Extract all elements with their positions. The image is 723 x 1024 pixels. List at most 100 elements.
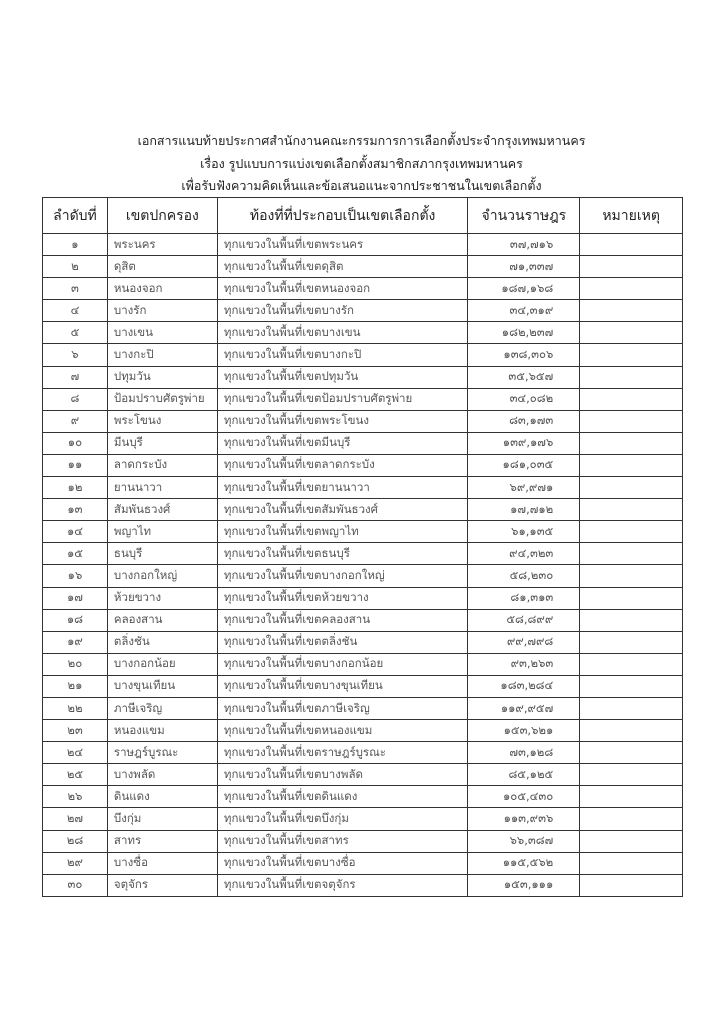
row-number: ๒๖ (42, 785, 108, 809)
table-row: ๙พระโขนง ทุกแขวงในพื้นที่เขตพระโขนง ๘๓,๑๗๓ (42, 409, 683, 433)
population-cell: ๙๓,๒๖๓ (467, 652, 581, 676)
note-cell (579, 542, 683, 566)
note-cell (579, 520, 683, 544)
col-header-population: จำนวนราษฎร (467, 197, 581, 234)
table-row: ๒๒ ภาษีเจริญ ทุกแขวงในพื้นที่เขตภาษีเจริญ๑… (42, 696, 683, 721)
note-cell (579, 763, 683, 787)
note-cell (579, 409, 683, 433)
population-cell: ๑๑๓,๙๓๖ (467, 807, 581, 831)
row-number: ๒๔ (42, 741, 108, 765)
area-cell: ทุกแขวงในพื้นที่เขตพระนคร (216, 232, 469, 257)
area-cell: ทุกแขวงในพื้นที่เขตพระโขนง (216, 409, 469, 433)
area-cell: ทุกแขวงในพื้นที่เขตปทุมวัน (216, 365, 469, 389)
area-cell: ทุกแขวงในพื้นที่เขตป้อมปราบศัตรูพ่าย (216, 387, 469, 411)
population-cell: ๗๓,๑๒๘ (467, 741, 581, 765)
note-cell (579, 387, 683, 411)
table-row: ๒๖ ดินแดง ทุกแขวงในพื้นที่เขตดินแดง ๑๐๕,๔๓๐ (42, 785, 683, 809)
table-row: ๒๓ หนองแขม ทุกแขวงในพื้นที่เขตหนองแขม ๑๕๓,๖… (42, 719, 683, 743)
note-cell (579, 719, 683, 743)
note-cell (579, 696, 683, 721)
area-cell: ทุกแขวงในพื้นที่เขตบางกอกใหญ่ (216, 564, 469, 588)
note-cell (579, 431, 683, 455)
table-row: ๓หนองจอก ทุกแขวงในพื้นที่เขตหนองจอก ๑๘๗,๑๖… (42, 277, 683, 301)
col-header-no: ลำดับที่ (42, 197, 108, 234)
population-cell: ๑๑๙,๙๕๗ (467, 696, 581, 721)
table-row: ๒ดุสิต ทุกแขวงในพื้นที่เขตดุสิต ๗๑,๓๓๗ (42, 255, 683, 279)
area-cell: ทุกแขวงในพื้นที่เขตบางพลัด (216, 763, 469, 787)
note-cell (579, 630, 683, 654)
row-number: ๘ (42, 387, 108, 411)
table-row: ๒๐ บางกอกน้อย ทุกแขวงในพื้นที่เขตบางกอกน้อ… (42, 652, 683, 676)
header-line-1: เอกสารแนบท้ายประกาศสำนักงานคณะกรรมการการ… (137, 133, 586, 148)
note-cell (579, 453, 683, 478)
area-cell: ทุกแขวงในพื้นที่เขตหนองแขม (216, 719, 469, 743)
row-number: ๖ (42, 343, 108, 367)
area-cell: ทุกแขวงในพื้นที่เขตห้วยขวาง (216, 586, 469, 610)
population-cell: ๓๔,๓๑๙ (467, 299, 581, 323)
table-row: ๑พระนคร ทุกแขวงในพื้นที่เขตพระนคร ๓๗,๗๑๖ (42, 232, 683, 257)
area-cell: ทุกแขวงในพื้นที่เขตหนองจอก (216, 277, 469, 301)
district-cell: ราษฎร์บูรณะ (106, 741, 218, 765)
table-row: ๒๔ ราษฎร์บูรณะ ทุกแขวงในพื้นที่เขตราษฎร์บู… (42, 741, 683, 765)
table-row: ๕บางเขน ทุกแขวงในพื้นที่เขตบางเขน ๑๘๒,๒๓๗ (42, 321, 683, 345)
population-cell: ๑๘๒,๒๓๗ (467, 321, 581, 345)
population-cell: ๙๔,๓๒๓ (467, 542, 581, 566)
population-cell: ๕๘,๘๙๙ (467, 608, 581, 632)
area-cell: ทุกแขวงในพื้นที่เขตคลองสาน (216, 608, 469, 632)
area-cell: ทุกแขวงในพื้นที่เขตสาทร (216, 829, 469, 853)
row-number: ๑ (42, 232, 108, 257)
row-number: ๒๗ (42, 807, 108, 831)
population-cell: ๑๗,๗๑๒ (467, 498, 581, 522)
row-number: ๓๐ (42, 873, 108, 897)
district-cell: ปทุมวัน (106, 365, 218, 389)
note-cell (579, 255, 683, 279)
area-cell: ทุกแขวงในพื้นที่เขตดุสิต (216, 255, 469, 279)
table-row: ๓๐ จตุจักร ทุกแขวงในพื้นที่เขตจตุจักร ๑๕๓,๑… (42, 873, 683, 897)
district-cell: ห้วยขวาง (106, 586, 218, 610)
note-cell (579, 343, 683, 367)
population-cell: ๑๓๘,๓๐๖ (467, 343, 581, 367)
district-cell: ลาดกระบัง (106, 453, 218, 478)
table-row: ๒๕ บางพลัด ทุกแขวงในพื้นที่เขตบางพลัด ๘๕,๑๒… (42, 763, 683, 787)
row-number: ๓ (42, 277, 108, 301)
row-number: ๗ (42, 365, 108, 389)
area-cell: ทุกแขวงในพื้นที่เขตราษฎร์บูรณะ (216, 741, 469, 765)
table-row: ๑๙ ตลิ่งชัน ทุกแขวงในพื้นที่เขตตลิ่งชัน ๙๙,… (42, 630, 683, 654)
district-cell: บางซื่อ (106, 851, 218, 875)
area-cell: ทุกแขวงในพื้นที่เขตมีนบุรี (216, 431, 469, 455)
area-cell: ทุกแขวงในพื้นที่เขตบางรัก (216, 299, 469, 323)
population-cell: ๑๘๗,๑๖๘ (467, 277, 581, 301)
population-cell: ๑๘๑,๐๓๕ (467, 453, 581, 478)
row-number: ๑๐ (42, 431, 108, 455)
area-cell: ทุกแขวงในพื้นที่เขตบางซื่อ (216, 851, 469, 875)
note-cell (579, 299, 683, 323)
note-cell (579, 564, 683, 588)
population-cell: ๕๘,๒๓๐ (467, 564, 581, 588)
district-cell: หนองจอก (106, 277, 218, 301)
col-header-district: เขตปกครอง (106, 197, 218, 234)
district-cell: ดุสิต (106, 255, 218, 279)
table-row: ๑๐ มีนบุรี ทุกแขวงในพื้นที่เขตมีนบุรี ๑๓๙,๑… (42, 431, 683, 455)
population-cell: ๑๕๓,๖๒๑ (467, 719, 581, 743)
population-cell: ๘๕,๑๒๕ (467, 763, 581, 787)
population-cell: ๗๑,๓๓๗ (467, 255, 581, 279)
area-cell: ทุกแขวงในพื้นที่เขตธนบุรี (216, 542, 469, 566)
note-cell (579, 652, 683, 676)
note-cell (579, 277, 683, 301)
population-cell: ๑๘๓,๒๘๔ (467, 674, 581, 698)
area-cell: ทุกแขวงในพื้นที่เขตดินแดง (216, 785, 469, 809)
area-cell: ทุกแขวงในพื้นที่เขตสัมพันธวงศ์ (216, 498, 469, 522)
population-cell: ๑๕๓,๑๑๑ (467, 873, 581, 897)
area-cell: ทุกแขวงในพื้นที่เขตภาษีเจริญ (216, 696, 469, 721)
col-header-area: ท้องที่ที่ประกอบเป็นเขตเลือกตั้ง (216, 197, 469, 234)
note-cell (579, 476, 683, 500)
area-cell: ทุกแขวงในพื้นที่เขตลาดกระบัง (216, 453, 469, 478)
note-cell (579, 785, 683, 809)
population-cell: ๘๑,๓๑๓ (467, 586, 581, 610)
table-row: ๑๒ ยานนาวา ทุกแขวงในพื้นที่เขตยานนาวา ๖๙,๙๗… (42, 476, 683, 500)
area-cell: ทุกแขวงในพื้นที่เขตพญาไท (216, 520, 469, 544)
district-cell: บางกอกน้อย (106, 652, 218, 676)
population-cell: ๓๗,๗๑๖ (467, 232, 581, 257)
table-row: ๖บางกะปิ ทุกแขวงในพื้นที่เขตบางกะปิ ๑๓๘,๓๐… (42, 343, 683, 367)
district-cell: คลองสาน (106, 608, 218, 632)
